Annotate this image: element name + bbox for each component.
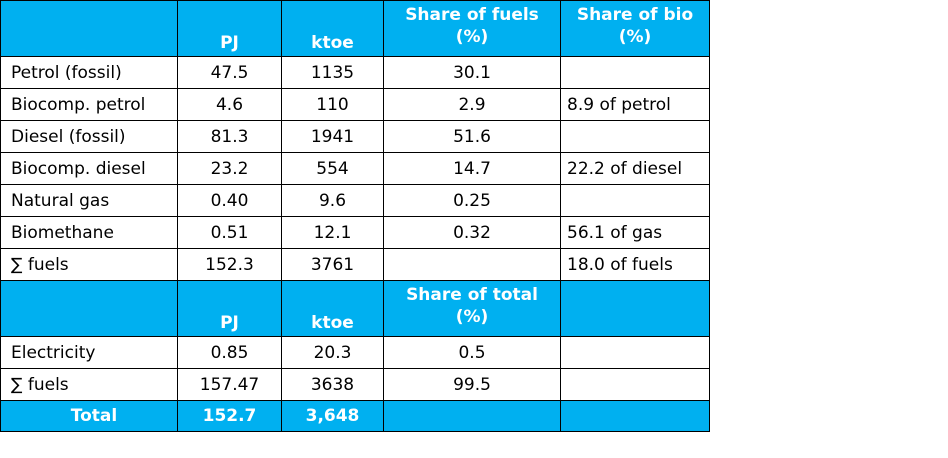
- row-share: 2.9: [383, 88, 561, 121]
- header-share-of-bio-line2: (%): [618, 27, 652, 47]
- table-row: Petrol (fossil) 47.5 1135 30.1: [0, 56, 710, 89]
- header-share-of-bio: Share of bio (%): [560, 0, 710, 57]
- table-row: Biocomp. diesel 23.2 554 14.7 22.2 of di…: [0, 152, 710, 185]
- row-ktoe: 20.3: [281, 336, 384, 369]
- row-bio-share: [560, 120, 710, 153]
- row-empty-cell: [560, 368, 710, 401]
- header2-share-of-total: Share of total (%): [383, 280, 561, 337]
- row-ktoe: 12.1: [281, 216, 384, 249]
- table-row: Biomethane 0.51 12.1 0.32 56.1 of gas: [0, 216, 710, 249]
- row-ktoe: 110: [281, 88, 384, 121]
- row-share: [383, 248, 561, 281]
- row-label: Biocomp. petrol: [0, 88, 178, 121]
- row-pj: 0.40: [177, 184, 282, 217]
- row-ktoe: 3638: [281, 368, 384, 401]
- total-ktoe: 3,648: [281, 400, 384, 432]
- row-pj: 23.2: [177, 152, 282, 185]
- row-bio-share: [560, 56, 710, 89]
- header2-empty-cell: [0, 280, 178, 337]
- header-share-of-fuels-line1: Share of fuels: [405, 5, 539, 25]
- energy-table: PJ ktoe Share of fuels (%) Share of bio …: [0, 0, 710, 432]
- table-row-fuels-sum: ∑ fuels 152.3 3761 18.0 of fuels: [0, 248, 710, 281]
- header-empty-cell: [0, 0, 178, 57]
- header2-pj: PJ: [177, 280, 282, 337]
- header-row-2: PJ ktoe Share of total (%): [0, 280, 710, 337]
- table-row: ∑ fuels 157.47 3638 99.5: [0, 368, 710, 401]
- total-empty-share-cell: [383, 400, 561, 432]
- header-ktoe: ktoe: [281, 0, 384, 57]
- row-label: ∑ fuels: [0, 248, 178, 281]
- total-label: Total: [0, 400, 178, 432]
- row-ktoe: 3761: [281, 248, 384, 281]
- header2-share-of-total-line2: (%): [455, 307, 489, 327]
- header-share-of-fuels: Share of fuels (%): [383, 0, 561, 57]
- table-row: Natural gas 0.40 9.6 0.25: [0, 184, 710, 217]
- row-bio-share: 18.0 of fuels: [560, 248, 710, 281]
- table-row: Biocomp. petrol 4.6 110 2.9 8.9 of petro…: [0, 88, 710, 121]
- row-bio-share: [560, 184, 710, 217]
- row-ktoe: 1941: [281, 120, 384, 153]
- row-share: 0.5: [383, 336, 561, 369]
- row-pj: 81.3: [177, 120, 282, 153]
- row-pj: 152.3: [177, 248, 282, 281]
- row-label: Petrol (fossil): [0, 56, 178, 89]
- row-share: 99.5: [383, 368, 561, 401]
- row-share: 0.25: [383, 184, 561, 217]
- row-share: 30.1: [383, 56, 561, 89]
- row-share: 51.6: [383, 120, 561, 153]
- total-row: Total 152.7 3,648: [0, 400, 710, 432]
- row-label: Natural gas: [0, 184, 178, 217]
- row-bio-share: 22.2 of diesel: [560, 152, 710, 185]
- row-pj: 47.5: [177, 56, 282, 89]
- header2-empty-bio-cell: [560, 280, 710, 337]
- row-share: 14.7: [383, 152, 561, 185]
- row-ktoe: 554: [281, 152, 384, 185]
- table-row: Diesel (fossil) 81.3 1941 51.6: [0, 120, 710, 153]
- total-empty-bio-cell: [560, 400, 710, 432]
- row-label: Biomethane: [0, 216, 178, 249]
- row-bio-share: 8.9 of petrol: [560, 88, 710, 121]
- row-ktoe: 9.6: [281, 184, 384, 217]
- header2-share-of-total-line1: Share of total: [406, 285, 538, 305]
- row-ktoe: 1135: [281, 56, 384, 89]
- row-empty-cell: [560, 336, 710, 369]
- header-share-of-fuels-line2: (%): [455, 27, 489, 47]
- row-share: 0.32: [383, 216, 561, 249]
- row-pj: 157.47: [177, 368, 282, 401]
- header2-ktoe: ktoe: [281, 280, 384, 337]
- table-row: Electricity 0.85 20.3 0.5: [0, 336, 710, 369]
- header-share-of-bio-line1: Share of bio: [576, 5, 694, 25]
- row-pj: 0.51: [177, 216, 282, 249]
- row-label: Biocomp. diesel: [0, 152, 178, 185]
- row-pj: 4.6: [177, 88, 282, 121]
- row-label: Electricity: [0, 336, 178, 369]
- row-label: ∑ fuels: [0, 368, 178, 401]
- row-label: Diesel (fossil): [0, 120, 178, 153]
- header-row: PJ ktoe Share of fuels (%) Share of bio …: [0, 0, 710, 57]
- total-pj: 152.7: [177, 400, 282, 432]
- header-pj: PJ: [177, 0, 282, 57]
- row-bio-share: 56.1 of gas: [560, 216, 710, 249]
- row-pj: 0.85: [177, 336, 282, 369]
